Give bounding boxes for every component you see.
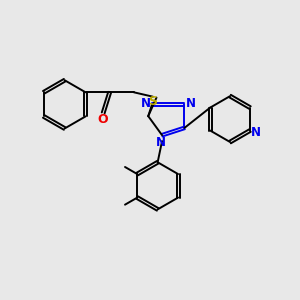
Text: N: N (156, 136, 166, 149)
Text: N: N (141, 97, 151, 110)
Text: N: N (186, 97, 196, 110)
Text: N: N (251, 125, 261, 139)
Text: S: S (148, 94, 158, 108)
Text: O: O (98, 113, 109, 126)
